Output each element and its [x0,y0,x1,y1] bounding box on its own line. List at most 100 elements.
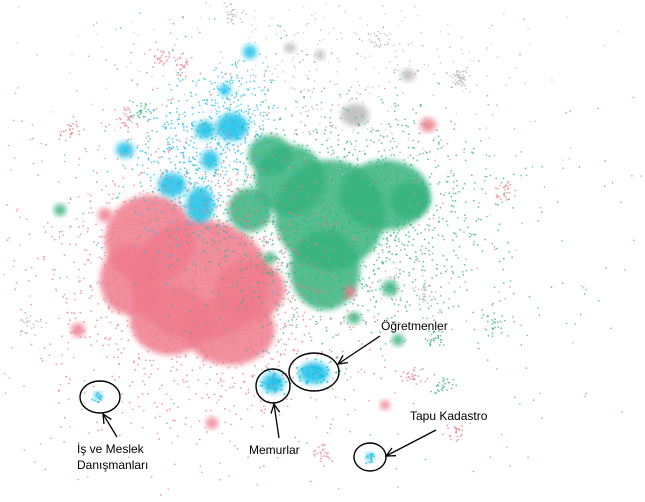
node-dot [129,156,132,158]
node-dot [268,199,271,202]
node-dot [290,87,293,89]
node-dot [306,228,308,231]
node-dot [164,319,167,322]
node-dot [63,293,66,296]
node-dot [342,203,345,206]
node-dot [197,227,199,230]
node-dot [368,277,370,279]
node-dot [477,347,480,350]
node-dot [315,323,317,326]
node-dot [255,156,258,159]
node-dot [346,200,349,203]
node-dot [309,96,312,98]
node-dot [193,272,196,275]
node-dot [405,254,408,256]
node-dot [328,32,330,34]
node-dot [98,280,101,283]
node-dot [144,280,147,283]
node-dot [212,320,215,323]
node-dot [317,233,320,236]
node-dot [216,102,219,104]
node-dot [174,463,177,466]
node-dot [341,229,343,232]
node-dot [133,196,136,199]
node-dot [93,399,96,402]
node-dot [219,204,221,207]
node-dot [218,263,220,266]
node-dot [231,81,234,84]
node-dot [179,202,182,205]
node-dot [225,72,228,75]
node-dot [60,242,63,245]
node-dot [283,186,286,189]
cluster-green-35 [347,312,361,324]
node-dot [237,99,239,101]
node-dot [194,219,197,222]
node-dot [126,325,129,327]
node-dot [284,247,287,250]
node-dot [292,377,294,379]
node-dot [182,122,184,125]
node-dot [175,205,178,208]
node-dot [301,277,304,280]
node-dot [78,226,81,228]
node-dot [167,141,169,144]
node-dot [361,115,364,118]
node-dot [277,365,280,367]
node-dot [267,216,270,218]
node-dot [169,147,171,149]
node-dot [582,287,585,289]
node-dot [370,331,373,334]
node-dot [365,265,367,268]
node-dot [311,365,315,368]
node-dot [395,225,397,227]
node-dot [370,461,373,463]
node-dot [313,367,316,370]
node-dot [246,290,248,292]
node-dot [185,62,188,64]
node-dot [446,143,449,145]
node-dot [69,378,71,381]
node-dot [228,338,231,341]
node-dot [240,96,243,98]
node-dot [375,129,378,132]
node-dot [330,278,333,281]
node-dot [240,110,243,113]
node-dot [234,167,237,170]
node-dot [319,123,321,125]
node-dot [484,238,486,241]
node-dot [173,379,176,382]
node-dot [155,216,157,219]
node-dot [278,360,280,363]
node-dot [104,236,107,239]
node-dot [265,350,268,353]
node-dot [335,371,338,374]
node-dot [345,205,348,208]
node-dot [348,99,351,101]
node-dot [227,307,230,310]
node-dot [256,231,258,234]
node-dot [325,231,328,233]
node-dot [264,408,266,411]
node-dot [165,216,168,219]
node-dot [262,128,265,131]
node-dot [144,372,147,375]
node-dot [164,283,167,286]
node-dot [168,270,170,273]
node-dot [283,343,285,345]
node-dot [121,253,123,255]
node-dot [290,208,292,211]
node-dot [390,182,393,185]
node-dot [401,243,404,245]
node-dot [259,317,262,319]
node-dot [321,265,324,268]
node-dot [58,138,61,141]
node-dot [67,382,70,385]
node-dot [450,387,453,390]
node-dot [149,295,151,298]
node-dot [61,230,63,233]
node-dot [221,277,224,280]
node-dot [191,369,194,371]
node-dot [413,179,416,182]
node-dot [193,121,196,123]
